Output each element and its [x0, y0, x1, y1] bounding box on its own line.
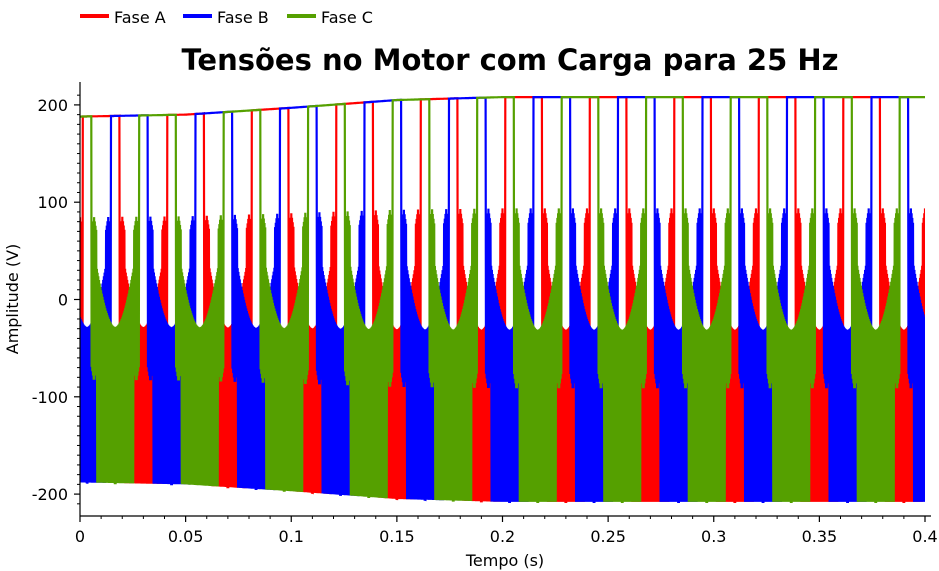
series-line [80, 96, 925, 503]
plot-area [80, 96, 925, 503]
y-tick-label: 200 [37, 96, 68, 115]
series-fase-b [80, 96, 925, 503]
legend-item: Fase B [183, 8, 269, 27]
x-axis-label: Tempo (s) [465, 551, 544, 570]
x-tick-label: 0.1 [279, 527, 304, 546]
series-fase-c [80, 96, 925, 503]
chart-title: Tensões no Motor com Carga para 25 Hz [182, 43, 839, 77]
x-tick-label: 0 [75, 527, 85, 546]
legend-item: Fase C [287, 8, 373, 27]
legend-label: Fase C [321, 8, 373, 27]
y-axis-label: Amplitude (V) [3, 244, 22, 355]
x-tick-label: 0.05 [168, 527, 204, 546]
x-tick-label: 0.15 [379, 527, 415, 546]
x-tick-label: 0.4 [912, 527, 937, 546]
series-line [80, 96, 925, 503]
x-tick-label: 0.35 [802, 527, 838, 546]
legend: Fase A Fase B Fase C [80, 8, 373, 27]
x-tick-label: 0.25 [590, 527, 626, 546]
legend-label: Fase A [114, 8, 166, 27]
axes: -200 -100 0 100 200 0 0.05 0.1 0.15 0.2 0.25 0.3 0.3… [32, 82, 938, 546]
y-tick-label: 0 [58, 291, 68, 310]
y-tick-label: 100 [37, 193, 68, 212]
y-tick-label: -200 [32, 485, 68, 504]
legend-item: Fase A [80, 8, 166, 27]
y-tick-label: -100 [32, 388, 68, 407]
legend-label: Fase B [217, 8, 269, 27]
x-tick-label: 0.3 [701, 527, 726, 546]
x-tick-label: 0.2 [490, 527, 515, 546]
